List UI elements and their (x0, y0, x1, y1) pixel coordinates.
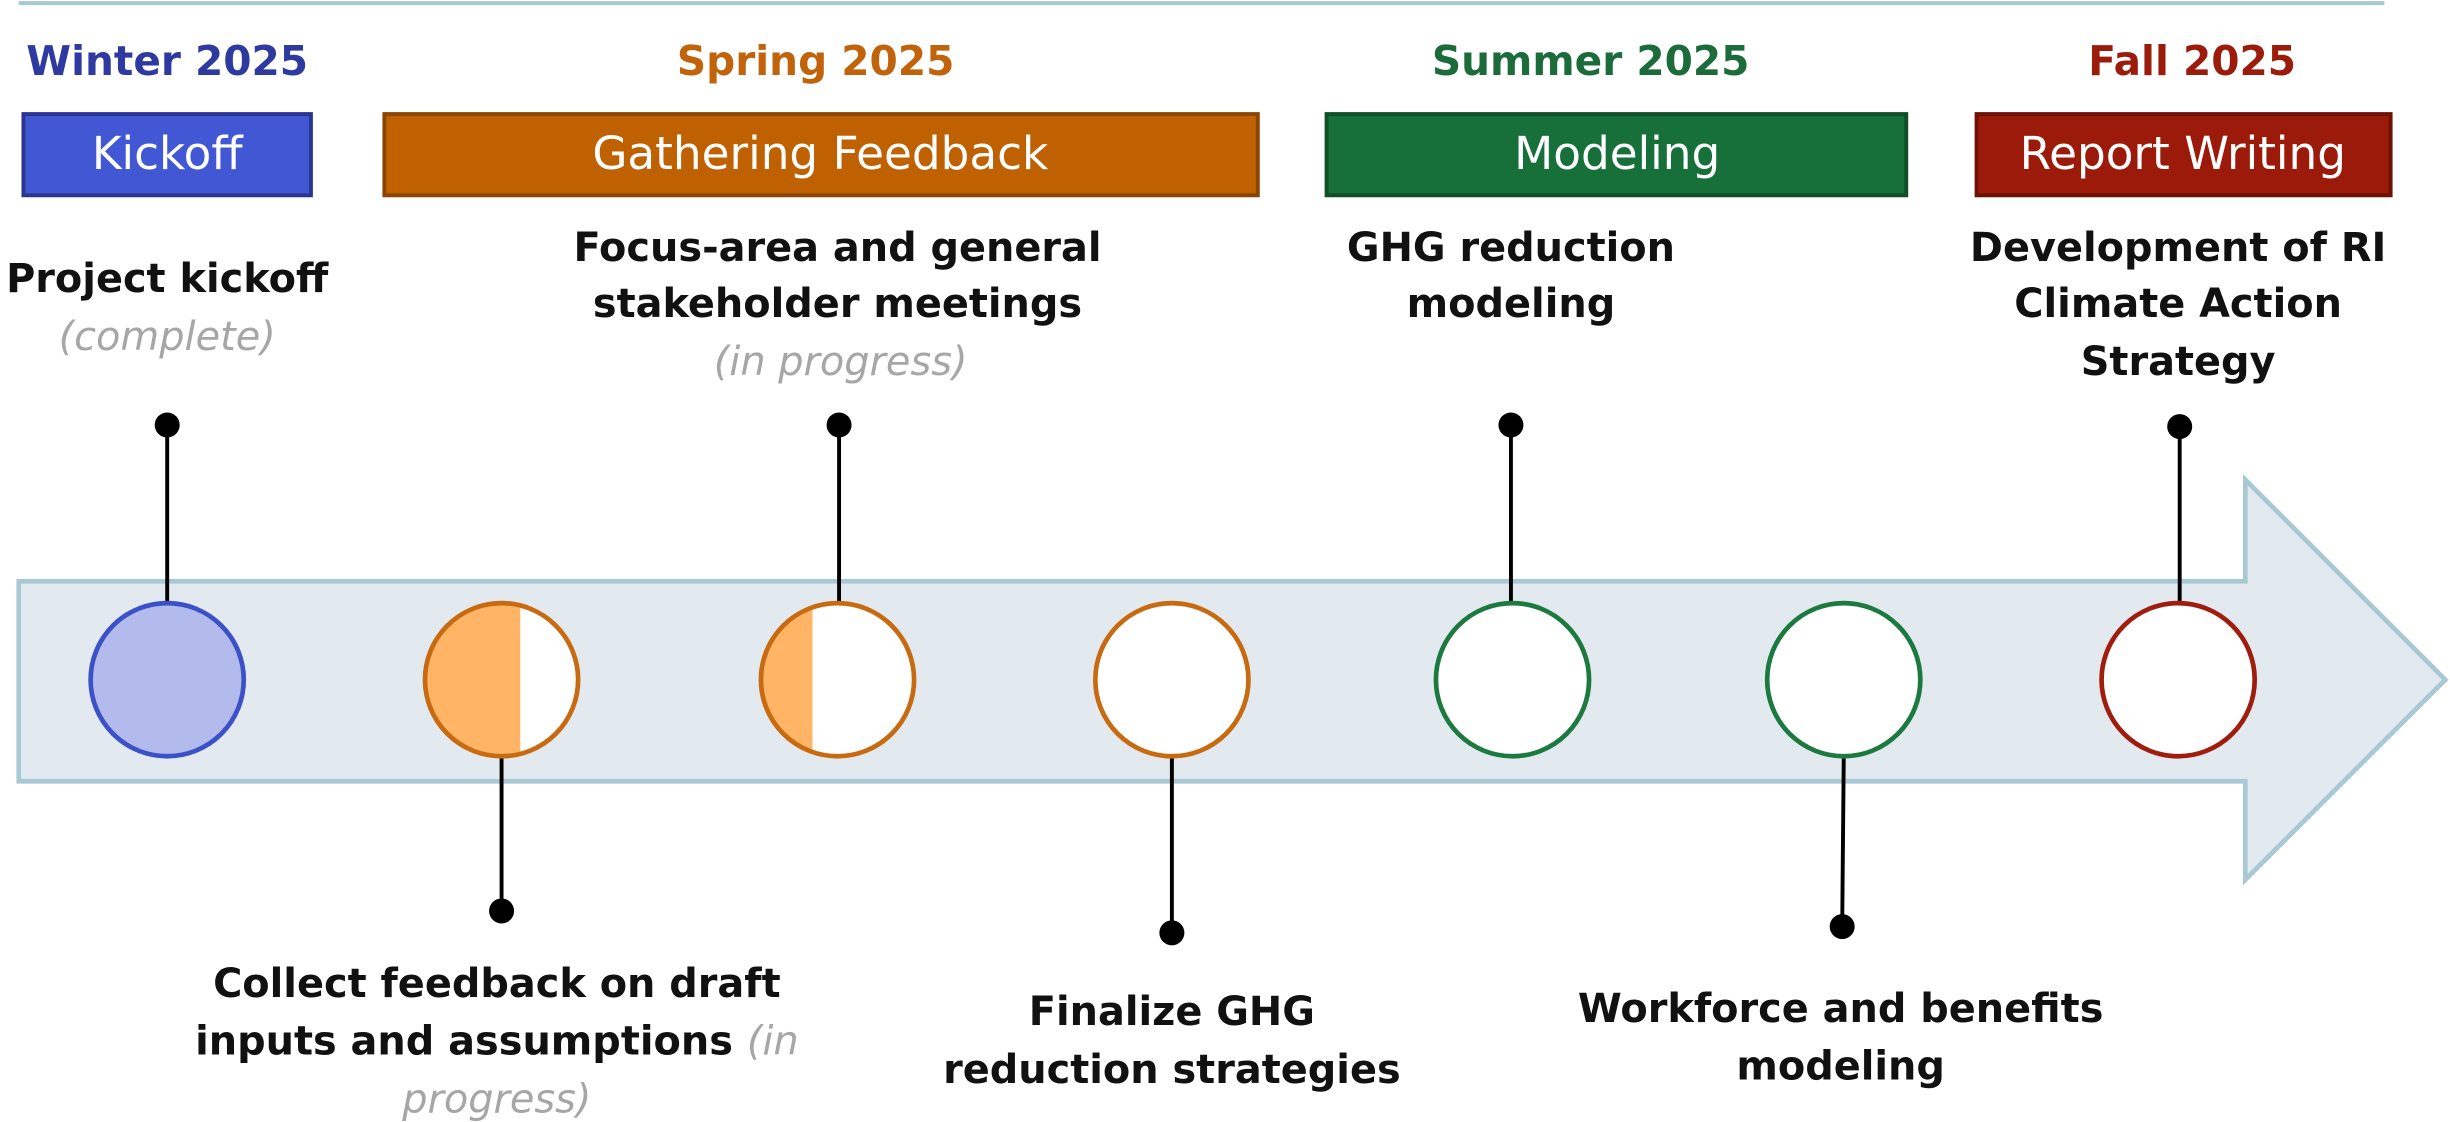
milestone-title: GHG reduction (1347, 225, 1675, 271)
milestone-status: (in (747, 1019, 799, 1065)
milestone-title: modeling (1407, 281, 1616, 327)
phase-label: Gathering Feedback (592, 127, 1049, 180)
milestone-title: inputs and assumptions (in (195, 1019, 799, 1065)
milestone-title: Focus-area and general (573, 225, 1101, 271)
phase-box (1324, 112, 1909, 198)
milestone-title: Collect feedback on draft (213, 961, 781, 1007)
phase-box (1974, 112, 2393, 198)
phase-label: Modeling (1514, 127, 1720, 180)
milestone-title: Project kickoff (6, 256, 329, 302)
season-label: Spring 2025 (677, 37, 954, 85)
milestone-title: stakeholder meetings (593, 281, 1082, 327)
milestone-title: modeling (1736, 1044, 1945, 1090)
milestone-title: Strategy (2081, 339, 2276, 385)
milestone-status: progress) (401, 1076, 591, 1122)
season-label: Winter 2025 (26, 37, 308, 85)
phase-box (382, 112, 1260, 198)
milestone-status: (in progress) (714, 339, 968, 385)
milestone-title: Climate Action (2014, 281, 2342, 327)
milestone-title: Finalize GHG (1029, 989, 1315, 1035)
milestone-title: Development of RI (1970, 225, 2386, 271)
milestone-title: Workforce and benefits (1578, 986, 2104, 1032)
phase-label: Report Writing (2020, 127, 2346, 180)
phase-box (21, 112, 313, 198)
connectors (154, 412, 2193, 946)
season-label: Summer 2025 (1432, 37, 1750, 85)
milestone-circles (88, 600, 2258, 759)
season-label: Fall 2025 (2088, 37, 2296, 85)
milestone-title: inputs and assumptions (195, 1019, 733, 1065)
milestone-status: (complete) (59, 314, 276, 360)
milestone-title: reduction strategies (943, 1047, 1401, 1093)
phase-label: Kickoff (92, 127, 245, 180)
